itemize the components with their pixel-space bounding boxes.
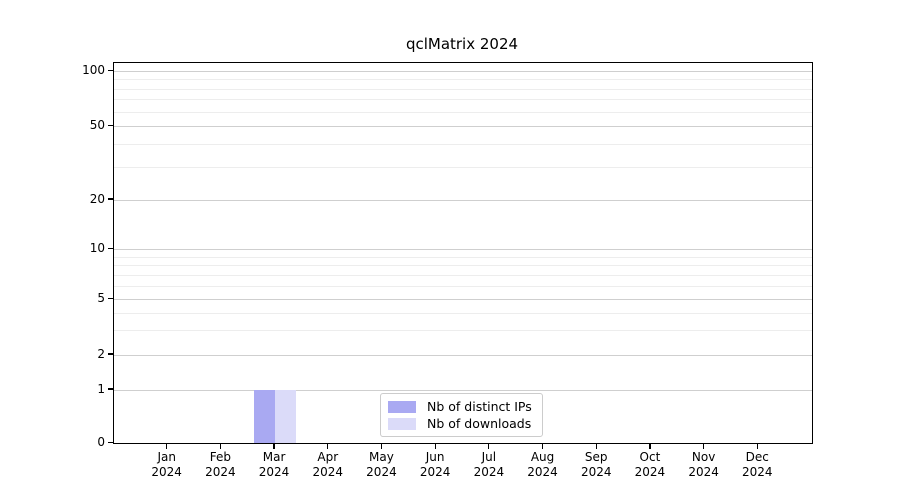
gridline-minor-70 xyxy=(114,99,812,101)
x-tick-mark-jul xyxy=(488,443,490,449)
y-tick-mark-20 xyxy=(108,198,113,200)
legend: Nb of distinct IPs Nb of downloads xyxy=(380,393,543,437)
x-tick-label-jun-2024: Jun 2024 xyxy=(403,450,467,480)
x-tick-mark-oct xyxy=(649,443,651,449)
legend-row-nb-of-distinct-ips: Nb of distinct IPs xyxy=(388,398,535,415)
gridline-minor-30 xyxy=(114,167,812,169)
legend-label-nb-of-downloads: Nb of downloads xyxy=(427,416,532,431)
y-tick-label-100: 100 xyxy=(82,63,105,78)
x-tick-year: 2024 xyxy=(419,465,451,479)
x-tick-month: Jan xyxy=(157,450,176,464)
x-tick-mark-dec xyxy=(756,443,758,449)
x-tick-label-oct-2024: Oct 2024 xyxy=(618,450,682,480)
y-tick-label-20: 20 xyxy=(89,191,105,206)
x-tick-label-jul-2024: Jul 2024 xyxy=(457,450,521,480)
x-tick-month: Apr xyxy=(317,450,339,464)
x-tick-mark-jan xyxy=(166,443,168,449)
bar-nb-of-distinct-ips-mar xyxy=(254,389,276,443)
gridline-minor-4 xyxy=(114,312,812,314)
y-tick-label-50: 50 xyxy=(89,118,105,132)
y-tick-label-0: 0 xyxy=(97,435,105,449)
x-tick-label-mar-2024: Mar 2024 xyxy=(242,450,306,480)
y-tick-mark-50 xyxy=(108,124,113,126)
gridline-major-1 xyxy=(114,389,812,391)
y-tick-mark-100 xyxy=(108,69,113,71)
gridline-major-5 xyxy=(114,299,812,301)
gridline-major-50 xyxy=(114,126,812,127)
legend-row-nb-of-downloads: Nb of downloads xyxy=(388,415,535,432)
x-tick-month: Oct xyxy=(639,450,661,464)
legend-label-nb-of-distinct-ips: Nb of distinct IPs xyxy=(427,399,532,414)
x-tick-year: 2024 xyxy=(527,465,558,479)
gridline-minor-8 xyxy=(114,265,812,267)
gridline-major-2 xyxy=(114,354,812,356)
x-tick-label-may-2024: May 2024 xyxy=(349,450,413,480)
gridline-minor-90 xyxy=(114,79,812,81)
gridline-minor-7 xyxy=(114,274,812,276)
gridline-minor-60 xyxy=(114,111,812,113)
x-tick-month: Aug xyxy=(530,450,555,464)
gridline-major-20 xyxy=(114,199,812,201)
x-tick-label-aug-2024: Aug 2024 xyxy=(511,450,575,480)
x-tick-label-jan-2024: Jan 2024 xyxy=(135,450,199,480)
gridline-major-100 xyxy=(114,71,812,73)
y-tick-label-5: 5 xyxy=(97,291,105,306)
gridline-minor-80 xyxy=(114,88,812,90)
chart-title: qclMatrix 2024 xyxy=(405,35,519,53)
bar-nb-of-downloads-mar xyxy=(275,389,297,443)
y-tick-label-2: 2 xyxy=(97,346,105,361)
x-tick-year: 2024 xyxy=(366,465,397,479)
y-tick-mark-5 xyxy=(108,297,113,299)
x-tick-year: 2024 xyxy=(312,465,344,479)
x-tick-label-sep-2024: Sep 2024 xyxy=(564,450,628,480)
x-tick-mark-jun xyxy=(434,443,436,449)
x-tick-label-nov-2024: Nov 2024 xyxy=(672,450,736,480)
x-tick-label-apr-2024: Apr 2024 xyxy=(296,450,360,480)
x-tick-year: 2024 xyxy=(151,465,182,479)
x-tick-month: Nov xyxy=(691,450,716,464)
x-tick-month: Feb xyxy=(209,450,231,464)
x-tick-year: 2024 xyxy=(634,465,666,479)
x-tick-mark-sep xyxy=(595,443,597,449)
x-tick-mark-nov xyxy=(702,443,705,449)
gridline-minor-3 xyxy=(114,330,812,332)
x-tick-month: Sep xyxy=(584,450,608,464)
gridline-minor-40 xyxy=(114,144,812,146)
y-tick-mark-10 xyxy=(108,247,113,249)
x-tick-mark-mar xyxy=(273,443,275,449)
x-tick-mark-feb xyxy=(219,443,222,449)
legend-swatch-nb-of-downloads xyxy=(388,417,416,430)
x-tick-mark-may xyxy=(380,443,383,449)
y-tick-mark-2 xyxy=(108,353,113,355)
x-tick-mark-aug xyxy=(541,443,544,449)
gridline-major-10 xyxy=(114,249,812,250)
y-tick-mark-1 xyxy=(108,388,113,390)
x-tick-year: 2024 xyxy=(742,465,773,479)
x-tick-month: Jul xyxy=(481,450,497,464)
legend-swatch-nb-of-distinct-ips xyxy=(388,400,416,413)
x-tick-year: 2024 xyxy=(580,465,612,479)
x-tick-label-dec-2024: Dec 2024 xyxy=(725,450,789,480)
x-tick-month: Dec xyxy=(745,450,769,464)
y-tick-label-1: 1 xyxy=(97,381,105,396)
gridline-minor-9 xyxy=(114,256,812,258)
x-tick-year: 2024 xyxy=(688,465,719,479)
gridline-minor-6 xyxy=(114,285,812,287)
x-tick-month: May xyxy=(369,450,394,464)
y-tick-mark-0 xyxy=(108,441,113,443)
x-tick-mark-apr xyxy=(327,443,329,449)
x-tick-month: Mar xyxy=(262,450,286,464)
x-tick-label-feb-2024: Feb 2024 xyxy=(188,450,252,480)
x-tick-month: Jun xyxy=(425,450,445,464)
plot-area: Nb of distinct IPs Nb of downloads xyxy=(113,62,813,444)
y-tick-label-10: 10 xyxy=(89,241,105,255)
x-tick-year: 2024 xyxy=(473,465,505,479)
x-tick-year: 2024 xyxy=(205,465,236,479)
x-tick-year: 2024 xyxy=(258,465,290,479)
